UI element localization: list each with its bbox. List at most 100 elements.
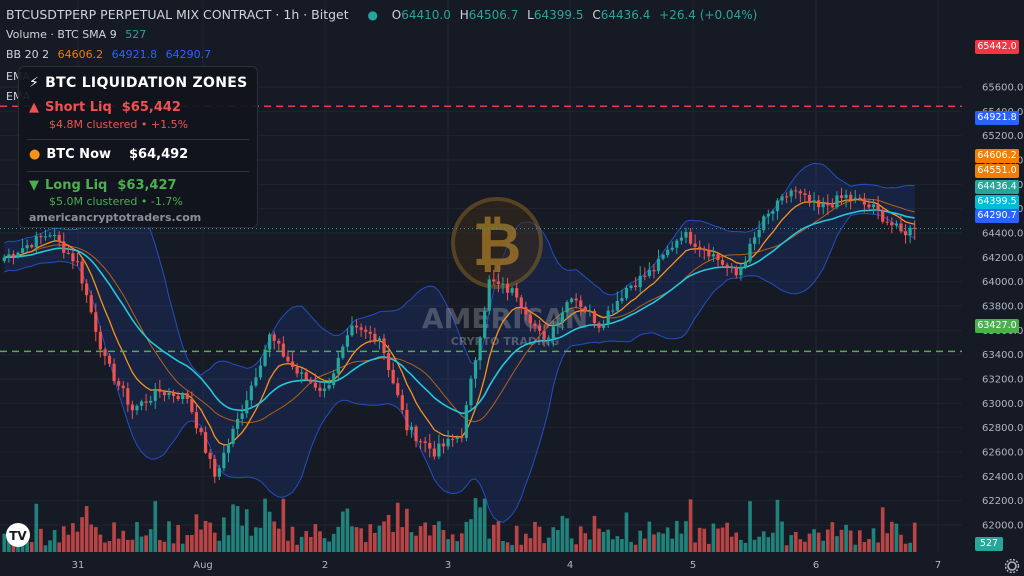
candle-body	[428, 442, 432, 449]
candle-body	[364, 329, 368, 332]
candle-body	[117, 381, 121, 386]
candle-body	[57, 234, 61, 242]
volume-bar	[29, 542, 34, 552]
volume-bar	[610, 539, 615, 552]
volume-bar	[107, 540, 112, 552]
volume-bar	[400, 527, 405, 552]
volume-bar	[254, 527, 258, 552]
candle-body	[414, 426, 418, 442]
candle-body	[771, 211, 775, 214]
volume-bar	[272, 521, 277, 552]
candle-body	[574, 298, 578, 301]
lightning-icon: ⚡	[29, 75, 40, 91]
volume-bar	[437, 521, 441, 552]
settings-gear-icon[interactable]	[1004, 558, 1020, 574]
candle-body	[807, 194, 812, 203]
volume-bar	[757, 536, 761, 552]
volume-bar	[597, 528, 601, 552]
volume-bar	[812, 529, 816, 552]
candle-body	[194, 412, 199, 429]
volume-legend[interactable]: Volume · BTC SMA 9 527	[6, 28, 151, 41]
time-tick-label: 6	[813, 560, 819, 571]
volume-bar	[748, 501, 752, 552]
candle-body	[226, 443, 231, 453]
volume-bar	[153, 501, 158, 552]
candle-body	[382, 338, 386, 354]
price-tick-label: 62000.0	[982, 521, 1023, 532]
volume-bar	[34, 503, 39, 552]
volume-bar	[2, 533, 7, 552]
candle-body	[171, 392, 176, 397]
price-tag: 64551.0	[975, 164, 1019, 178]
volume-bar	[533, 521, 537, 552]
volume-bar	[560, 515, 565, 552]
volume-bar	[537, 526, 542, 552]
candle-body	[881, 210, 885, 222]
divider	[27, 171, 249, 172]
volume-bar	[633, 544, 638, 552]
volume-bar	[688, 499, 693, 552]
bb-lower-value: 64290.7	[165, 48, 212, 61]
bb-legend[interactable]: BB 20 2 64606.2 64921.8 64290.7	[6, 48, 216, 61]
volume-bar	[880, 507, 885, 552]
candle-body	[817, 200, 821, 208]
candle-body	[350, 325, 354, 336]
candle-body	[396, 383, 400, 396]
volume-bar	[299, 536, 304, 552]
candle-body	[862, 199, 866, 205]
candle-body	[377, 338, 382, 341]
panel-title-text: BTC LIQUIDATION ZONES	[45, 75, 248, 91]
volume-bar	[295, 544, 299, 552]
candle-body	[254, 377, 258, 386]
candle-body	[135, 405, 139, 411]
candle-body	[2, 257, 6, 262]
candle-body	[213, 458, 217, 477]
time-axis[interactable]: 31 Aug 2 3 4 5 6 7	[72, 560, 942, 571]
candle-body	[903, 231, 908, 236]
volume-bar	[569, 538, 574, 552]
candle-body	[203, 432, 208, 453]
volume-bar	[697, 527, 702, 552]
volume-bar	[505, 542, 510, 552]
volume-bar	[71, 523, 75, 552]
price-tag: 64921.8	[975, 111, 1019, 125]
volume-bar	[25, 541, 29, 552]
volume-bar	[606, 529, 611, 552]
candle-body	[249, 385, 253, 401]
time-tick-label: 31	[72, 560, 85, 571]
candle-body	[354, 325, 359, 328]
volume-bar	[821, 540, 826, 552]
bb-basis-value: 64606.2	[57, 48, 104, 61]
candle-body	[290, 361, 295, 367]
candle-body	[492, 279, 496, 282]
volume-bar	[716, 528, 720, 552]
volume-bar	[848, 530, 853, 552]
price-tag: 63427.0	[975, 319, 1019, 333]
candle-body	[894, 223, 899, 226]
volume-bar	[373, 532, 377, 552]
candle-body	[43, 236, 48, 238]
candle-body	[794, 190, 798, 192]
volume-bar	[565, 518, 569, 552]
volume-bar	[752, 539, 757, 552]
volume-bar	[61, 526, 66, 552]
candle-body	[583, 306, 587, 312]
candle-body	[368, 331, 372, 334]
bb-lower-line	[4, 212, 915, 523]
symbol-legend[interactable]: BTCUSDTPERP PERPETUAL MIX CONTRACT · 1h …	[6, 7, 762, 22]
volume-bar	[125, 539, 130, 552]
volume-bar	[43, 545, 48, 552]
tradingview-logo[interactable]: TV	[6, 523, 30, 547]
candle-body	[743, 261, 748, 268]
candle-body	[913, 227, 917, 229]
site-url: americancryptotraders.com	[29, 211, 202, 224]
volume-bar	[867, 539, 871, 552]
price-tick-label: 63400.0	[982, 350, 1023, 361]
price-tick-label: 62400.0	[982, 472, 1023, 483]
ema-slow-line	[4, 209, 915, 415]
volume-bar	[830, 522, 835, 552]
candle-body	[707, 250, 711, 257]
time-tick-label: 4	[567, 560, 573, 571]
candle-body	[565, 302, 569, 313]
